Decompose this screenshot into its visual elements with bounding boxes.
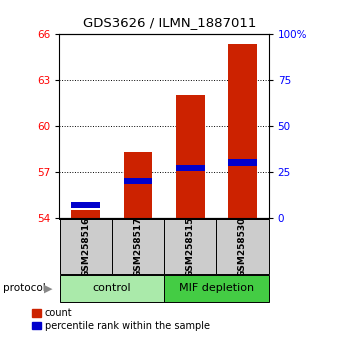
Text: control: control (92, 283, 131, 293)
Bar (123, 178, 152, 184)
Bar (176, 95, 205, 218)
Text: protocol: protocol (3, 283, 46, 293)
Bar (164, 219, 216, 274)
Bar (216, 219, 269, 274)
Bar (164, 275, 269, 302)
Text: GDS3626 / ILMN_1887011: GDS3626 / ILMN_1887011 (83, 16, 257, 29)
Legend: count, percentile rank within the sample: count, percentile rank within the sample (32, 308, 210, 331)
Text: ▶: ▶ (44, 283, 53, 293)
Text: GSM258517: GSM258517 (133, 217, 142, 277)
Text: GSM258516: GSM258516 (81, 217, 90, 277)
Bar (59, 219, 112, 274)
Text: GSM258530: GSM258530 (238, 217, 247, 277)
Bar (176, 165, 205, 171)
Bar (59, 275, 164, 302)
Text: GSM258515: GSM258515 (186, 217, 195, 277)
Bar (123, 152, 152, 218)
Bar (228, 159, 257, 166)
Text: MIF depletion: MIF depletion (179, 283, 254, 293)
Bar (112, 219, 164, 274)
Bar (228, 44, 257, 218)
Bar (71, 210, 100, 218)
Bar (71, 201, 100, 208)
